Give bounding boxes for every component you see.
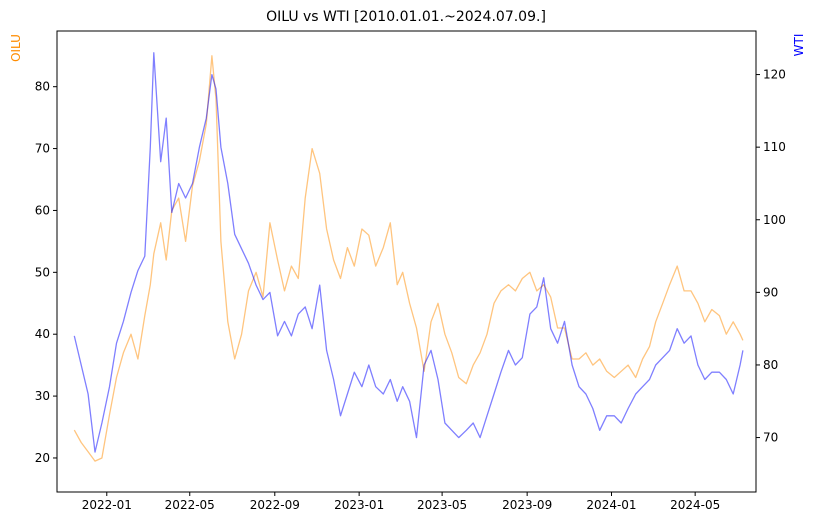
- left-tick-label: 80: [35, 80, 50, 94]
- left-tick-label: 70: [35, 142, 50, 156]
- left-tick-label: 60: [35, 203, 50, 217]
- x-axis-ticks: 2022-01 2022-05 2022-09 2023-01 2023-05 2023-…: [82, 492, 720, 512]
- plot-area-frame: [56, 30, 757, 493]
- x-tick-label: 2024-01: [586, 498, 636, 512]
- series-line-wti: [73, 52, 744, 453]
- right-tick-label: 90: [763, 285, 778, 299]
- x-tick-label: 2024-05: [670, 498, 720, 512]
- right-tick-label: 70: [763, 431, 778, 445]
- left-tick-label: 50: [35, 265, 50, 279]
- x-tick-label: 2023-05: [417, 498, 467, 512]
- x-tick-label: 2022-09: [250, 498, 300, 512]
- x-tick-label: 2022-01: [82, 498, 132, 512]
- left-tick-label: 30: [35, 389, 50, 403]
- x-tick-label: 2023-09: [502, 498, 552, 512]
- x-tick-label: 2022-05: [165, 498, 215, 512]
- x-tick-label: 2023-01: [334, 498, 384, 512]
- right-tick-label: 80: [763, 358, 778, 372]
- right-tick-label: 120: [763, 68, 786, 82]
- left-axis-ticks: 20 30 40 50 60 70 80: [35, 80, 57, 465]
- left-tick-label: 20: [35, 451, 50, 465]
- right-axis-ticks: 70 80 90 100 110 120: [756, 68, 786, 445]
- left-tick-label: 40: [35, 327, 50, 341]
- right-axis-title: WTI: [792, 34, 806, 57]
- series-line-oilu: [73, 55, 744, 462]
- chart-title: OILU vs WTI [2010.01.01.~2024.07.09.]: [266, 9, 546, 25]
- right-tick-label: 110: [763, 140, 786, 154]
- right-tick-label: 100: [763, 213, 786, 227]
- series-layer: [73, 52, 744, 462]
- left-axis-title: OILU: [9, 34, 23, 62]
